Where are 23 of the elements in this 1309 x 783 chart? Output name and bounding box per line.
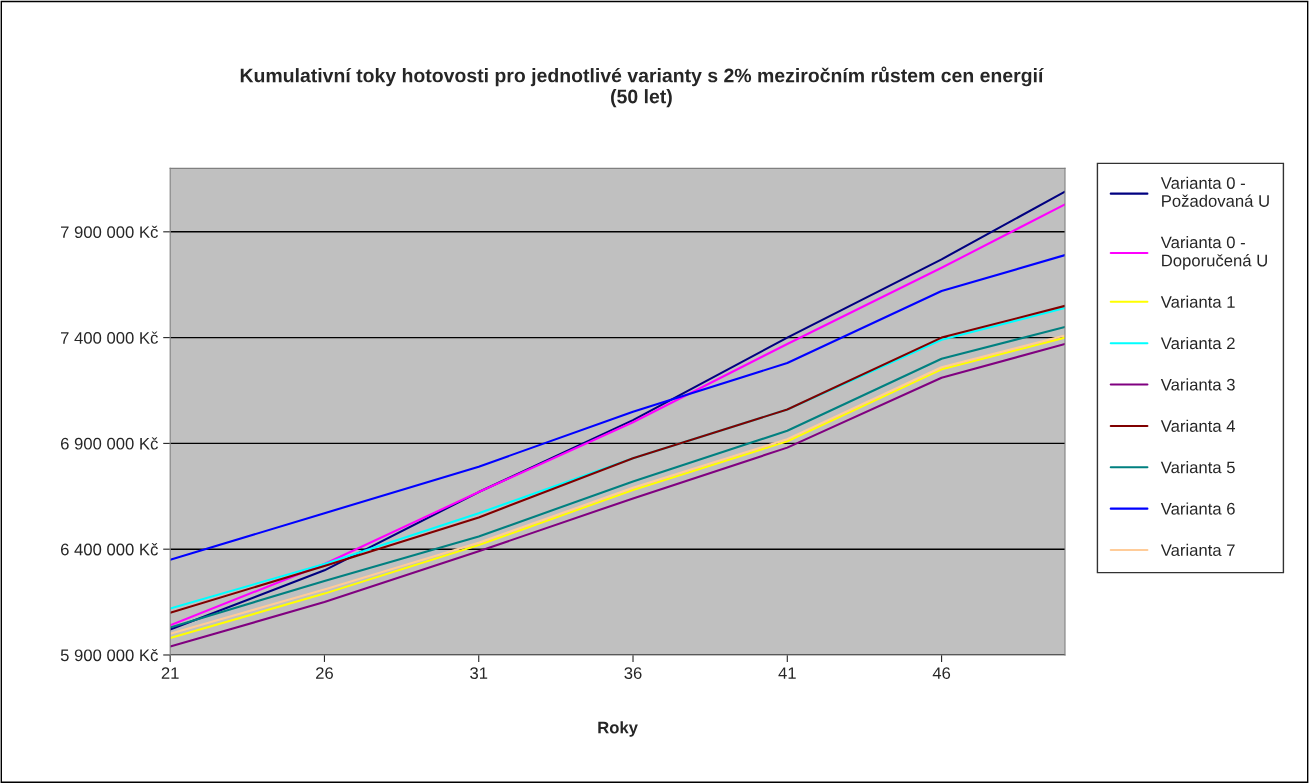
y-tick-label: 7 900 000 Kč (61, 225, 158, 239)
legend-label: Varianta 7 (1160, 543, 1235, 557)
x-tick-label: 41 (778, 667, 796, 679)
y-tick-label: 7 400 000 Kč (61, 331, 158, 344)
y-tick-label: 5 900 000 Kč (60, 648, 158, 662)
legend-label: Varianta 1 (1160, 295, 1235, 308)
legend-label: Varianta 4 (1160, 419, 1236, 432)
x-tick-label: 46 (932, 667, 951, 680)
chart-title: Kumulativní toky hotovosti pro jednotlivé varianty s 2% meziročním růstem cen energií (50 let) (240, 66, 1044, 108)
legend-label: Varianta 2 (1160, 336, 1235, 350)
legend-label: Varianta 0 - Požadovaná U (1160, 176, 1269, 207)
line-series (170, 254, 1065, 561)
x-axis-title: Roky (598, 721, 638, 737)
legend-label: Varianta 5 (1160, 461, 1235, 474)
legend-label: Varianta 0 - Doporučená U (1160, 236, 1267, 270)
x-tick-label: 36 (624, 667, 642, 680)
x-tick-label: 26 (316, 667, 333, 680)
legend-label: Varianta 3 (1160, 378, 1235, 391)
x-tick-label: 31 (470, 667, 488, 680)
legend-label: Varianta 6 (1160, 502, 1235, 515)
y-tick-label: 6 400 000 Kč (60, 543, 158, 556)
y-tick-label: 6 900 000 Kč (60, 437, 158, 450)
x-tick-label: 21 (161, 667, 179, 679)
